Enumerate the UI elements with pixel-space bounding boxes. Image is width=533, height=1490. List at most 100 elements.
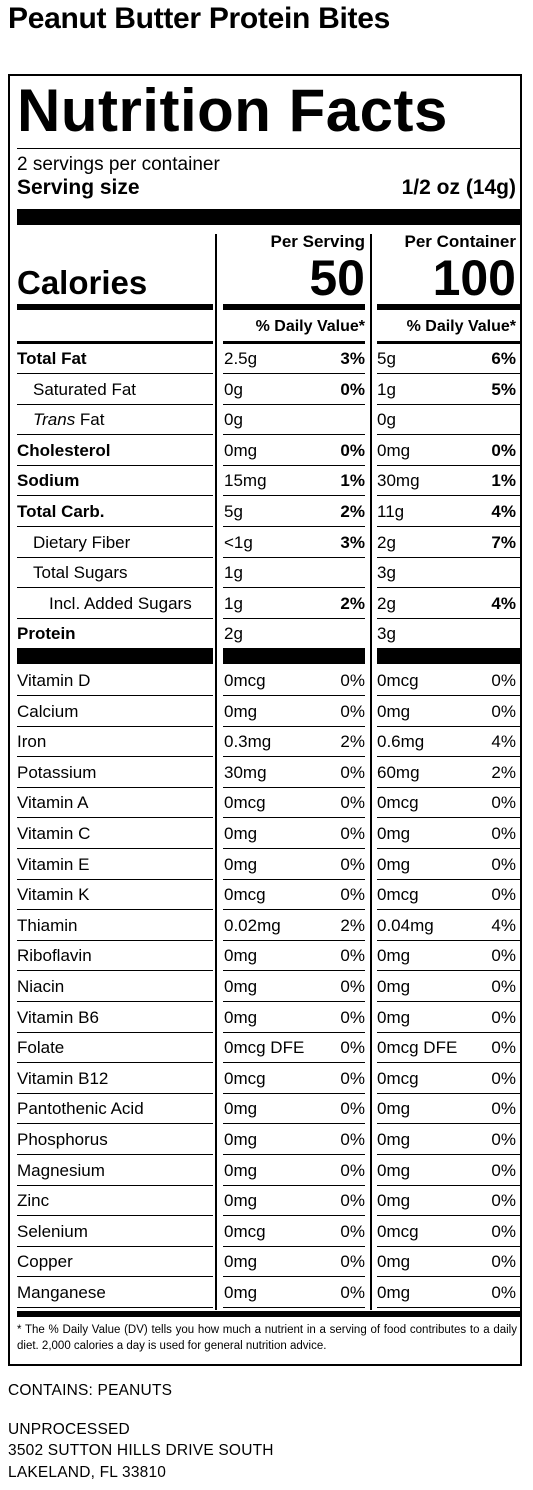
dv-header-serving: % Daily Value*: [255, 318, 365, 335]
amount-per-container: 0mcg DFE: [377, 1038, 458, 1058]
row-divider: [223, 786, 365, 788]
percent-dv-per-container: 0%: [491, 1221, 516, 1241]
nutrient-row: Manganese 0mg 0% 0mg 0%: [10, 1278, 520, 1308]
row-divider: [223, 970, 365, 972]
percent-dv-per-container: 4%: [491, 502, 516, 521]
daily-value-footnote: * The % Daily Value (DV) tells you how m…: [17, 1324, 517, 1352]
nutrient-row: Total Fat 2.5g 3% 5g 6%: [10, 344, 520, 374]
percent-dv-per-container: 0%: [491, 854, 516, 874]
amount-per-container: 5g: [377, 349, 396, 368]
percent-dv-per-serving: 0%: [340, 379, 365, 399]
row-divider: [223, 1031, 365, 1033]
percent-dv-per-serving: 0%: [340, 1007, 365, 1027]
amount-per-serving: 0mg: [224, 854, 258, 874]
nutrient-row: Protein 2g 3g: [10, 619, 520, 650]
amount-per-serving: 5g: [224, 502, 243, 521]
row-divider: [223, 1215, 365, 1217]
nutrient-label: Iron: [17, 732, 47, 752]
row-divider: [377, 1031, 520, 1033]
amount-per-serving: 0.3mg: [224, 732, 272, 752]
nutrient-label: Vitamin A: [17, 793, 89, 813]
amount-per-serving: 0mg: [224, 1191, 258, 1211]
nutrient-row: Calcium 0mg 0% 0mg 0%: [10, 697, 520, 727]
amount-per-serving: 0mcg: [224, 885, 266, 905]
nutrient-label: Zinc: [17, 1191, 50, 1211]
amount-per-serving: 2g: [224, 624, 243, 644]
nutrient-label: Potassium: [17, 762, 97, 782]
dv-rule-container: [377, 341, 520, 344]
row-divider: [377, 587, 520, 589]
amount-per-container: 0mg: [377, 1007, 411, 1027]
nutrient-label: Saturated Fat: [33, 379, 137, 399]
percent-dv-per-serving: 0%: [340, 1160, 365, 1180]
nutrient-label: Copper: [17, 1252, 73, 1272]
amount-per-serving: 0mg: [224, 946, 258, 966]
row-divider: [17, 403, 213, 405]
amount-per-container: 0mg: [377, 701, 411, 721]
row-divider: [223, 556, 365, 558]
nutrient-row: Total Carb. 5g 2% 11g 4%: [10, 497, 520, 527]
percent-dv-per-serving: 0%: [340, 1068, 365, 1088]
calories-rule-serving: [223, 304, 365, 310]
row-divider: [223, 939, 365, 941]
per-container-header: Per Container: [404, 232, 516, 251]
row-divider: [377, 817, 520, 819]
row-divider: [377, 786, 520, 788]
percent-dv-per-container: 0%: [491, 1099, 516, 1119]
nutrient-label: Folate: [17, 1038, 65, 1058]
row-divider: [377, 1215, 520, 1217]
row-divider: [17, 526, 213, 527]
row-divider: [17, 848, 213, 849]
nutrient-row: Pantothenic Acid 0mg 0% 0mg 0%: [10, 1094, 520, 1125]
percent-dv-per-container: 0%: [491, 885, 516, 905]
row-divider: [17, 725, 213, 727]
percent-dv-per-serving: 0%: [340, 1130, 365, 1149]
amount-per-serving: 0mg: [224, 440, 258, 460]
percent-dv-per-container: 0%: [491, 701, 516, 721]
percent-dv-per-container: 0%: [491, 1007, 516, 1027]
percent-dv-per-serving: 2%: [340, 502, 365, 521]
amount-per-container: 0mg: [377, 1252, 411, 1272]
percent-dv-per-container: 0%: [491, 793, 516, 813]
row-divider: [377, 1092, 520, 1094]
amount-per-serving: 0mcg: [224, 793, 266, 813]
nutrient-label: Thiamin: [17, 915, 78, 935]
row-divider: [223, 756, 365, 758]
nutrient-row: Magnesium 0mg 0% 0mg 0%: [10, 1156, 520, 1186]
row-divider: [223, 1184, 365, 1186]
amount-per-serving: 2.5g: [224, 349, 258, 368]
amount-per-serving: 0g: [224, 410, 243, 430]
nutrient-row: Incl. Added Sugars 1g 2% 2g 4%: [10, 589, 520, 619]
amount-per-container: 0mcg: [377, 1221, 419, 1241]
nutrient-label: Total Carb.: [17, 502, 105, 521]
row-divider: [17, 939, 213, 941]
column-divider-2: [370, 234, 372, 1310]
row-divider: [223, 1123, 365, 1125]
percent-dv-per-container: 4%: [491, 732, 516, 752]
nutrient-label: Trans Fat: [33, 410, 105, 430]
percent-dv-per-container: 0%: [491, 824, 516, 843]
amount-per-container: 0mg: [377, 977, 411, 996]
row-divider: [377, 1123, 520, 1125]
nutrient-label: Vitamin D: [17, 671, 91, 690]
calories-rule-container: [377, 304, 520, 310]
percent-dv-per-serving: 0%: [340, 671, 365, 690]
nutrient-label: Calcium: [17, 701, 79, 721]
nutrient-row: Saturated Fat 0g 0% 1g 5%: [10, 375, 520, 405]
row-divider: [17, 1123, 213, 1125]
percent-dv-per-serving: 2%: [340, 915, 365, 935]
nutrient-row: Vitamin D 0mcg 0% 0mcg 0%: [10, 666, 520, 696]
nutrient-row: Trans Fat 0g 0g: [10, 405, 520, 436]
amount-per-container: 0mg: [377, 1191, 411, 1211]
row-divider: [17, 1215, 213, 1217]
percent-dv-per-serving: 0%: [340, 1221, 365, 1241]
row-divider: [17, 1001, 213, 1002]
row-divider: [223, 617, 365, 619]
nutrient-row: Selenium 0mcg 0% 0mcg 0%: [10, 1217, 520, 1247]
nutrient-row: Zinc 0mg 0% 0mg 0%: [10, 1186, 520, 1217]
row-divider: [377, 725, 520, 727]
percent-dv-per-container: 0%: [491, 1191, 516, 1211]
row-divider: [377, 1154, 520, 1155]
amount-per-serving: 15mg: [224, 471, 267, 491]
row-divider: [17, 495, 213, 497]
